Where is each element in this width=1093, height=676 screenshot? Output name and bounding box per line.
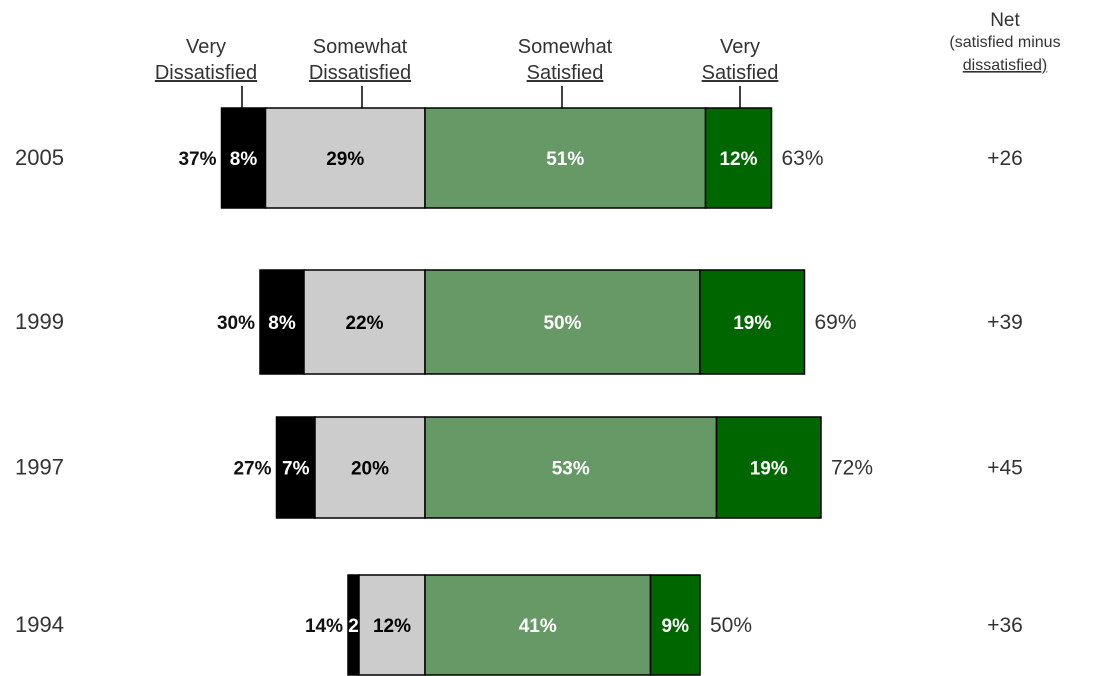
- data-label-very-dissatisfied: 8%: [268, 313, 296, 334]
- legend-line-1: Very: [186, 36, 226, 58]
- data-label-very-satisfied: 9%: [662, 616, 690, 637]
- legend-somewhat-satisfied: Somewhat Satisfied: [518, 36, 613, 108]
- net-header-line-1: Net: [990, 10, 1020, 31]
- data-label-somewhat-dissatisfied: 20%: [351, 459, 389, 480]
- data-label-very-satisfied: 19%: [733, 313, 771, 334]
- data-label-very-satisfied: 12%: [719, 149, 757, 170]
- row-2005: 2005 8% 29% 51% 12% 37% 63% +26: [15, 107, 1023, 209]
- bar-very-dissatisfied: [275, 416, 316, 519]
- bar-somewhat-satisfied: [424, 107, 707, 209]
- bar-somewhat-dissatisfied: [264, 107, 426, 209]
- bar-very-dissatisfied: [220, 107, 267, 209]
- legend-line-1: Somewhat: [518, 36, 613, 58]
- legend-very-dissatisfied: Very Dissatisfied: [155, 36, 257, 108]
- year-label: 2005: [15, 145, 64, 170]
- row-1997: 1997 7% 20% 53% 19% 27% 72% +45: [15, 416, 1023, 519]
- net-value: +39: [987, 311, 1023, 334]
- bar-very-satisfied: [704, 107, 773, 209]
- net-value: +26: [987, 147, 1023, 170]
- legend-line-2: Satisfied: [527, 62, 604, 84]
- satisfied-total: 72%: [831, 457, 873, 480]
- year-label: 1999: [15, 309, 64, 334]
- row-1999: 1999 8% 22% 50% 19% 30% 69% +39: [15, 269, 1023, 375]
- legend-line-2: Dissatisfied: [309, 62, 411, 84]
- data-label-somewhat-satisfied: 50%: [543, 313, 581, 334]
- bar-somewhat-satisfied: [424, 574, 652, 676]
- legend-very-satisfied: Very Satisfied: [702, 36, 779, 108]
- data-label-very-dissatisfied: 2: [348, 616, 359, 637]
- legend-line-2: Satisfied: [702, 62, 779, 84]
- data-label-somewhat-dissatisfied: 12%: [373, 616, 411, 637]
- data-label-very-dissatisfied: 8%: [230, 149, 258, 170]
- data-label-somewhat-satisfied: 53%: [552, 459, 590, 480]
- net-header-line-2: (satisfied minus: [949, 34, 1060, 51]
- legend-line-1: Very: [720, 36, 760, 58]
- legend-line-2: Dissatisfied: [155, 62, 257, 84]
- bar-very-satisfied: [649, 574, 701, 676]
- data-label-somewhat-dissatisfied: 22%: [345, 313, 383, 334]
- data-label-somewhat-satisfied: 41%: [519, 616, 557, 637]
- net-value: +45: [987, 457, 1023, 480]
- legend-somewhat-dissatisfied: Somewhat Dissatisfied: [309, 36, 411, 108]
- net-header-line-3: dissatisfied): [963, 57, 1047, 74]
- satisfied-total: 50%: [710, 614, 752, 637]
- bar-somewhat-dissatisfied: [303, 269, 426, 375]
- dissatisfied-total: 30%: [217, 313, 255, 334]
- bar-somewhat-dissatisfied: [358, 574, 426, 676]
- year-label: 1994: [15, 612, 64, 637]
- net-header: Net (satisfied minus dissatisfied): [949, 10, 1060, 74]
- dissatisfied-total: 27%: [233, 459, 271, 480]
- dissatisfied-total: 14%: [305, 616, 343, 637]
- net-value: +36: [987, 614, 1023, 637]
- row-1994: 1994 2 12% 41% 9% 14% 50% +36: [15, 574, 1023, 676]
- bar-somewhat-satisfied: [424, 416, 718, 519]
- legend: VeryDissatisfiedSomewhatDissatisfiedSome…: [155, 36, 778, 108]
- bar-very-satisfied: [715, 416, 822, 519]
- satisfied-total: 69%: [815, 311, 857, 334]
- data-label-very-dissatisfied: 7%: [282, 459, 310, 480]
- data-label-somewhat-satisfied: 51%: [546, 149, 584, 170]
- year-label: 1997: [15, 455, 64, 480]
- dissatisfied-total: 37%: [178, 149, 216, 170]
- bar-very-satisfied: [699, 269, 806, 375]
- data-label-somewhat-dissatisfied: 29%: [326, 149, 364, 170]
- legend-line-1: Somewhat: [313, 36, 408, 58]
- data-label-very-satisfied: 19%: [750, 459, 788, 480]
- bar-somewhat-dissatisfied: [314, 416, 426, 519]
- satisfied-total: 63%: [782, 147, 824, 170]
